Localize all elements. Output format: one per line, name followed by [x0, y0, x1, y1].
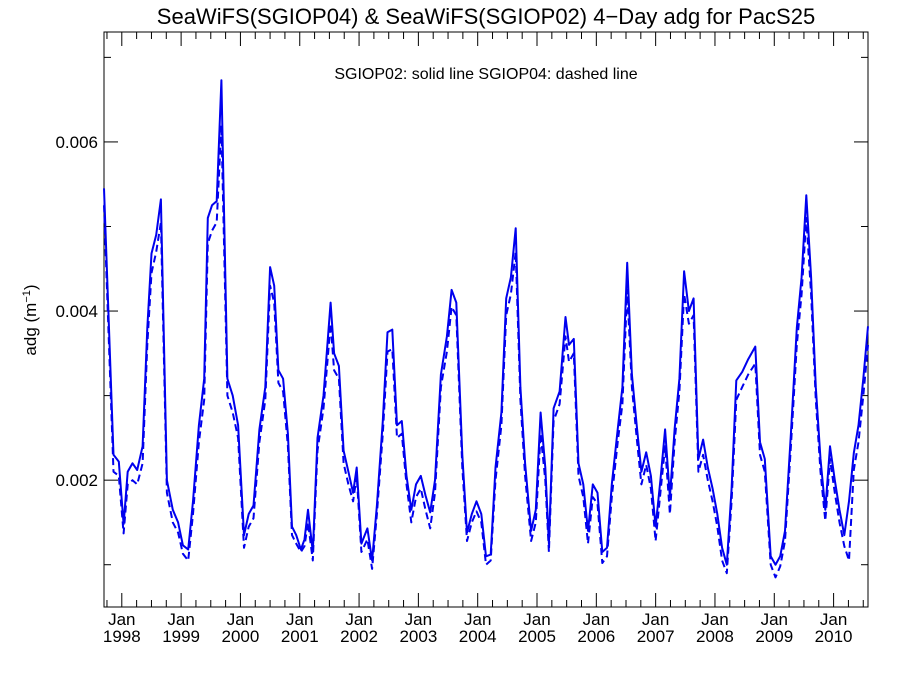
x-tick-month-label: Jan — [345, 610, 372, 629]
chart-title: SeaWiFS(SGIOP04) & SeaWiFS(SGIOP02) 4−Da… — [157, 4, 815, 29]
series-group — [103, 79, 869, 579]
x-tick-year-label: 2004 — [459, 627, 497, 646]
series-line-sgiop04 — [103, 124, 869, 579]
x-tick-month-label: Jan — [405, 610, 432, 629]
plot-frame — [103, 31, 869, 608]
x-tick-year-label: 2007 — [637, 627, 675, 646]
x-tick-year-label: 2008 — [696, 627, 734, 646]
y-tick-label: 0.006 — [55, 133, 98, 152]
y-axis-label-text: adg (m — [21, 303, 40, 356]
y-tick-label: 0.002 — [55, 471, 98, 490]
x-tick-month-label: Jan — [286, 610, 313, 629]
x-tick-year-label: 2006 — [577, 627, 615, 646]
x-tick-year-label: 1999 — [162, 627, 200, 646]
x-tick-month-label: Jan — [108, 610, 135, 629]
x-tick-month-label: Jan — [227, 610, 254, 629]
x-tick-month-label: Jan — [583, 610, 610, 629]
y-axis-label-close: ) — [21, 284, 40, 290]
x-tick-year-label: 2000 — [222, 627, 260, 646]
x-tick-year-label: 2002 — [340, 627, 378, 646]
x-tick-month-label: Jan — [820, 610, 847, 629]
x-tick-month-label: Jan — [464, 610, 491, 629]
x-tick-year-label: 1998 — [103, 627, 141, 646]
y-tick-label: 0.004 — [55, 302, 98, 321]
x-tick-year-label: 2001 — [281, 627, 319, 646]
series-line-sgiop02 — [103, 79, 869, 566]
x-tick-year-label: 2005 — [518, 627, 556, 646]
x-tick-month-label: Jan — [642, 610, 669, 629]
x-tick-year-label: 2009 — [755, 627, 793, 646]
y-axis-label-exponent: −1 — [21, 290, 33, 303]
axes: 0.0020.0040.006Jan1998Jan1999Jan2000Jan2… — [55, 31, 869, 646]
x-tick-month-label: Jan — [761, 610, 788, 629]
x-tick-year-label: 2010 — [815, 627, 853, 646]
y-axis-label: adg (m−1) — [21, 284, 40, 355]
x-tick-year-label: 2003 — [399, 627, 437, 646]
x-tick-month-label: Jan — [523, 610, 550, 629]
line-style-annotation: SGIOP02: solid line SGIOP04: dashed line — [334, 66, 637, 83]
x-tick-month-label: Jan — [167, 610, 194, 629]
x-tick-month-label: Jan — [701, 610, 728, 629]
